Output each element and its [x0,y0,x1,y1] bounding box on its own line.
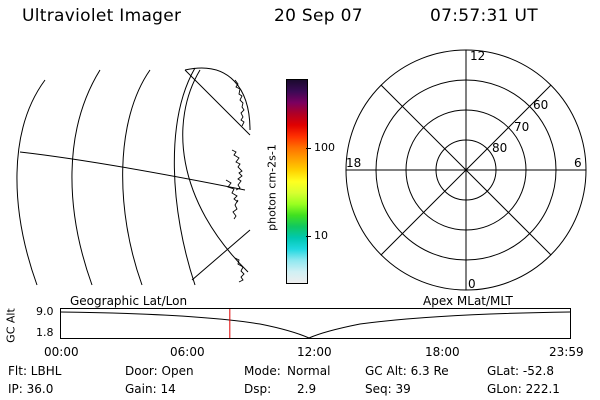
colorbar-label: photon cm-2s-1 [265,144,279,231]
status-door: Door: Open [125,364,194,378]
status-gain: Gain: 14 [125,382,176,396]
orbit-ylabel: GC Alt [4,308,18,343]
coastline [225,79,245,283]
mlt-label-18: 18 [346,156,361,170]
altitude-curve [60,311,571,339]
orbit-xtick-0: 00:00 [44,345,79,359]
geographic-map [16,67,251,286]
status-seq: Seq: 39 [365,382,411,396]
orbit-xtick-1: 06:00 [170,345,205,359]
longitude-line [71,69,101,286]
status-glon: GLon: 222.1 [487,382,560,396]
lat-label-80: 80 [492,141,507,155]
orbit-plot-frame [60,308,571,339]
header-time: 07:57:31 UT [430,6,538,26]
mlt-label-0: 0 [468,277,476,291]
status-gc-alt: GC Alt: 6.3 Re [365,364,449,378]
mlt-label-12: 12 [470,49,485,63]
mlt-diagonal [380,84,552,256]
orbit-altitude-plot [60,308,571,339]
status-dsp-value: 2.9 [297,382,317,396]
orbit-ymin: 1.8 [36,326,54,339]
map-boundary [184,67,251,131]
colorbar-tick-100: 100 [314,141,335,154]
colorbar-tick-mark [306,148,311,149]
colorbar-fill [287,80,307,283]
status-dsp-label: Dsp: [244,382,272,396]
longitude-line [16,79,46,286]
orbit-xtick-4: 23:59 [549,345,584,359]
colorbar-tick-mark [306,236,311,237]
polar-plot: 12 6 0 18 60 70 80 [345,49,587,291]
longitude-line [122,69,151,286]
status-mode-value: Normal [287,364,331,378]
lat-label-60: 60 [533,98,548,112]
lat-label-70: 70 [514,120,529,134]
colorbar-tick-10: 10 [314,229,328,242]
colorbar [286,79,308,284]
status-mode-label: Mode: [244,364,281,378]
orbit-ymax: 9.0 [36,305,54,318]
status-ip: IP: 36.0 [8,382,54,396]
map-boundary [182,69,249,273]
orbit-right-title: Apex MLat/MLT [423,294,513,308]
header-date: 20 Sep 07 [274,6,363,26]
orbit-left-title: Geographic Lat/Lon [70,294,188,308]
map-boundary [184,69,251,136]
app-title: Ultraviolet Imager [22,6,182,26]
mlt-label-6: 6 [574,156,582,170]
status-flt: Flt: LBHL [8,364,62,378]
longitude-line [173,67,196,286]
colorbar-gradient [287,80,307,283]
status-glat: GLat: -52.8 [487,364,554,378]
map-boundary [191,229,251,281]
orbit-xtick-3: 18:00 [425,345,460,359]
orbit-xtick-2: 12:00 [297,345,332,359]
latitude-line [19,151,246,191]
